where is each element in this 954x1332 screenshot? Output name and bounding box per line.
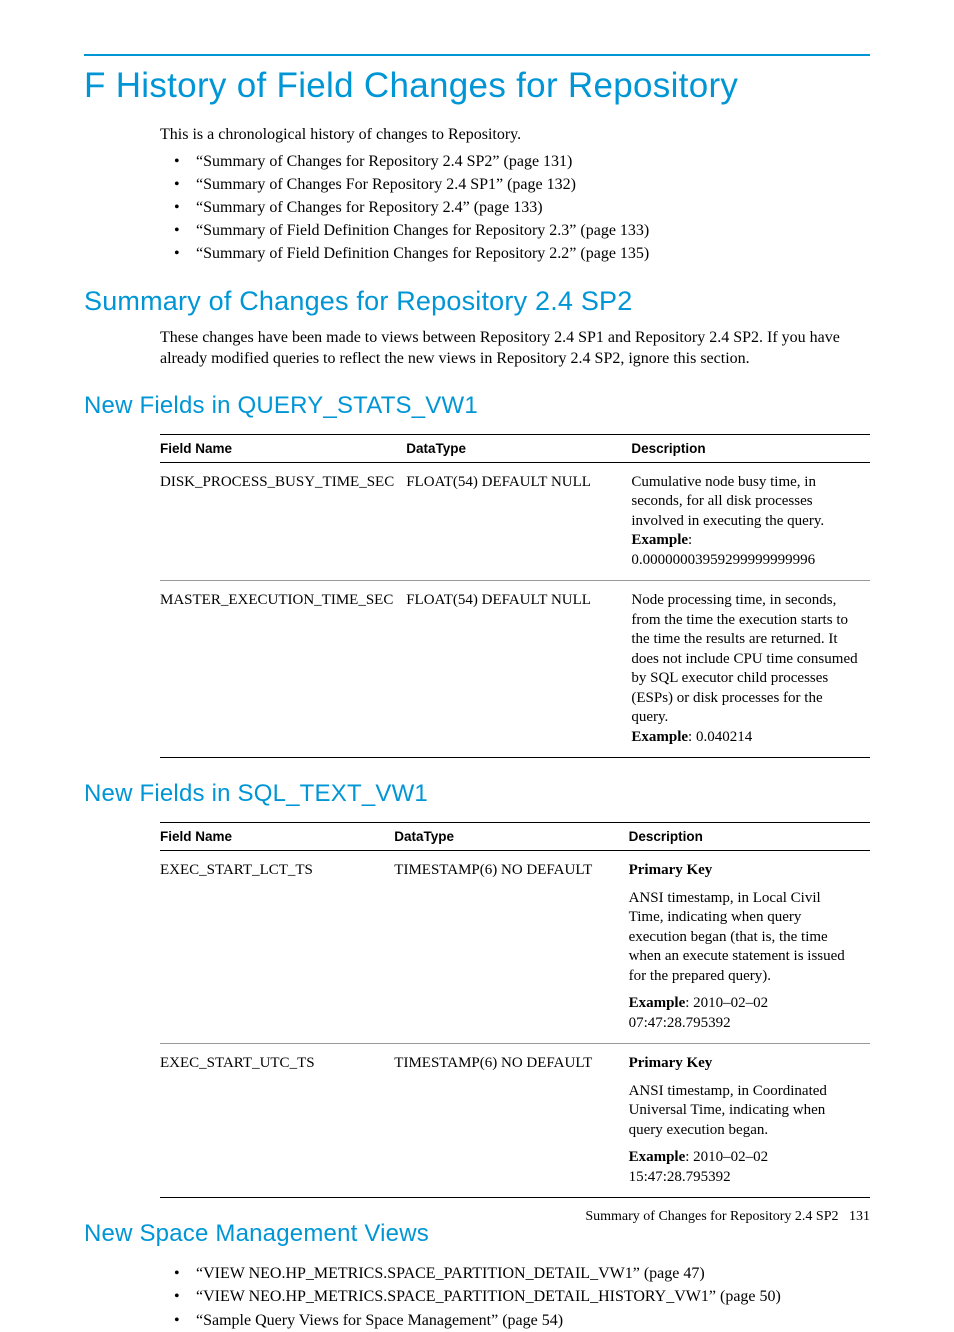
table-header-row: Field Name DataType Description (160, 823, 870, 851)
page-content: F History of Field Changes for Repositor… (0, 0, 954, 1332)
example-label: Example (629, 995, 686, 1011)
sql-text-table: Field Name DataType Description EXEC_STA… (160, 822, 870, 1198)
query-stats-table: Field Name DataType Description DISK_PRO… (160, 434, 870, 759)
list-item[interactable]: “VIEW NEO.HP_METRICS.SPACE_PARTITION_DET… (160, 1285, 870, 1308)
subsection-heading-sql-text: New Fields in SQL_TEXT_VW1 (84, 780, 870, 808)
th-type: DataType (406, 434, 631, 462)
toc-item[interactable]: “Summary of Field Definition Changes for… (160, 219, 870, 242)
desc-text: Cumulative node busy time, in seconds, f… (631, 474, 824, 529)
footer-page-no: 131 (849, 1209, 870, 1224)
example-label: Example (631, 729, 688, 745)
toc-item[interactable]: “Summary of Changes for Repository 2.4 S… (160, 150, 870, 173)
table-header-row: Field Name DataType Description (160, 434, 870, 462)
th-field: Field Name (160, 823, 394, 851)
cell-field: MASTER_EXECUTION_TIME_SEC (160, 581, 406, 758)
th-field: Field Name (160, 434, 406, 462)
intro-para: This is a chronological history of chang… (160, 124, 870, 146)
th-desc: Description (631, 434, 870, 462)
th-desc: Description (629, 823, 870, 851)
cell-field: EXEC_START_UTC_TS (160, 1044, 394, 1198)
example-label: Example (629, 1149, 686, 1165)
example-value: : 0.040214 (688, 729, 752, 745)
cell-type: FLOAT(54) DEFAULT NULL (406, 581, 631, 758)
desc-text: Node processing time, in seconds, from t… (631, 592, 857, 725)
list-item[interactable]: “Sample Query Views for Space Management… (160, 1309, 870, 1332)
table-row: EXEC_START_LCT_TS TIMESTAMP(6) NO DEFAUL… (160, 851, 870, 1044)
page-footer: Summary of Changes for Repository 2.4 SP… (585, 1209, 870, 1225)
table-row: MASTER_EXECUTION_TIME_SEC FLOAT(54) DEFA… (160, 581, 870, 758)
space-mgmt-list: “VIEW NEO.HP_METRICS.SPACE_PARTITION_DET… (160, 1262, 870, 1332)
top-rule (84, 54, 870, 56)
cell-desc: Primary Key ANSI timestamp, in Coordinat… (629, 1044, 870, 1198)
th-type: DataType (394, 823, 628, 851)
pk-label: Primary Key (629, 1055, 713, 1071)
table-row: EXEC_START_UTC_TS TIMESTAMP(6) NO DEFAUL… (160, 1044, 870, 1198)
section-para: These changes have been made to views be… (160, 327, 870, 370)
toc-item[interactable]: “Summary of Changes For Repository 2.4 S… (160, 173, 870, 196)
section-body: These changes have been made to views be… (160, 327, 870, 370)
intro-block: This is a chronological history of chang… (160, 124, 870, 266)
table-row: DISK_PROCESS_BUSY_TIME_SEC FLOAT(54) DEF… (160, 462, 870, 581)
cell-type: TIMESTAMP(6) NO DEFAULT (394, 851, 628, 1044)
cell-desc: Primary Key ANSI timestamp, in Local Civ… (629, 851, 870, 1044)
desc-text: ANSI timestamp, in Local Civil Time, ind… (629, 889, 858, 987)
cell-desc: Cumulative node busy time, in seconds, f… (631, 462, 870, 581)
cell-type: TIMESTAMP(6) NO DEFAULT (394, 1044, 628, 1198)
section-heading-sp2: Summary of Changes for Repository 2.4 SP… (84, 286, 870, 317)
space-mgmt-body: “VIEW NEO.HP_METRICS.SPACE_PARTITION_DET… (160, 1262, 870, 1332)
toc-list: “Summary of Changes for Repository 2.4 S… (160, 150, 870, 266)
page-title: F History of Field Changes for Repositor… (84, 66, 870, 106)
cell-desc: Node processing time, in seconds, from t… (631, 581, 870, 758)
list-item[interactable]: “VIEW NEO.HP_METRICS.SPACE_PARTITION_DET… (160, 1262, 870, 1285)
toc-item[interactable]: “Summary of Field Definition Changes for… (160, 242, 870, 265)
footer-text: Summary of Changes for Repository 2.4 SP… (585, 1209, 838, 1224)
desc-text: ANSI timestamp, in Coordinated Universal… (629, 1082, 858, 1141)
cell-field: DISK_PROCESS_BUSY_TIME_SEC (160, 462, 406, 581)
toc-item[interactable]: “Summary of Changes for Repository 2.4” … (160, 196, 870, 219)
example-label: Example (631, 532, 688, 548)
subsection-heading-query-stats: New Fields in QUERY_STATS_VW1 (84, 392, 870, 420)
cell-type: FLOAT(54) DEFAULT NULL (406, 462, 631, 581)
cell-field: EXEC_START_LCT_TS (160, 851, 394, 1044)
pk-label: Primary Key (629, 862, 713, 878)
